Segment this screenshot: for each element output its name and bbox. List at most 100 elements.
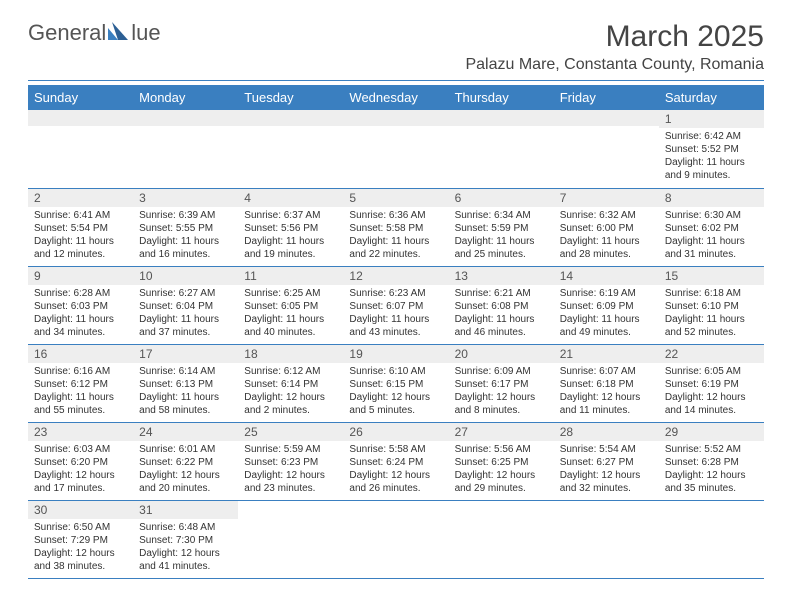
calendar-week-row: 23Sunrise: 6:03 AMSunset: 6:20 PMDayligh… bbox=[28, 422, 764, 500]
day-d1: Daylight: 12 hours bbox=[139, 547, 232, 560]
calendar-day-cell: 22Sunrise: 6:05 AMSunset: 6:19 PMDayligh… bbox=[659, 344, 764, 422]
day-sr: Sunrise: 6:07 AM bbox=[560, 365, 653, 378]
calendar-day-cell: 30Sunrise: 6:50 AMSunset: 7:29 PMDayligh… bbox=[28, 500, 133, 578]
calendar-day-cell: 8Sunrise: 6:30 AMSunset: 6:02 PMDaylight… bbox=[659, 188, 764, 266]
day-d2: and 38 minutes. bbox=[34, 560, 127, 573]
day-number: 1 bbox=[659, 110, 764, 128]
logo-text-right: lue bbox=[131, 20, 160, 46]
day-d1: Daylight: 12 hours bbox=[244, 469, 337, 482]
weekday-header: Tuesday bbox=[238, 85, 343, 110]
day-d2: and 40 minutes. bbox=[244, 326, 337, 339]
day-number-empty bbox=[28, 110, 133, 126]
day-body: Sunrise: 6:12 AMSunset: 6:14 PMDaylight:… bbox=[238, 363, 343, 421]
calendar-day-cell: 16Sunrise: 6:16 AMSunset: 6:12 PMDayligh… bbox=[28, 344, 133, 422]
day-ss: Sunset: 6:03 PM bbox=[34, 300, 127, 313]
day-ss: Sunset: 6:08 PM bbox=[455, 300, 548, 313]
day-d2: and 12 minutes. bbox=[34, 248, 127, 261]
day-sr: Sunrise: 5:52 AM bbox=[665, 443, 758, 456]
calendar-day-cell: 31Sunrise: 6:48 AMSunset: 7:30 PMDayligh… bbox=[133, 500, 238, 578]
day-ss: Sunset: 6:02 PM bbox=[665, 222, 758, 235]
calendar-day-cell bbox=[133, 110, 238, 188]
calendar-day-cell: 21Sunrise: 6:07 AMSunset: 6:18 PMDayligh… bbox=[554, 344, 659, 422]
header-divider bbox=[28, 80, 764, 81]
day-ss: Sunset: 6:13 PM bbox=[139, 378, 232, 391]
day-d2: and 55 minutes. bbox=[34, 404, 127, 417]
calendar-day-cell: 7Sunrise: 6:32 AMSunset: 6:00 PMDaylight… bbox=[554, 188, 659, 266]
day-ss: Sunset: 6:22 PM bbox=[139, 456, 232, 469]
day-d1: Daylight: 12 hours bbox=[455, 391, 548, 404]
day-number: 27 bbox=[449, 423, 554, 441]
day-d2: and 20 minutes. bbox=[139, 482, 232, 495]
calendar-day-cell: 5Sunrise: 6:36 AMSunset: 5:58 PMDaylight… bbox=[343, 188, 448, 266]
day-body: Sunrise: 6:48 AMSunset: 7:30 PMDaylight:… bbox=[133, 519, 238, 577]
day-body: Sunrise: 6:50 AMSunset: 7:29 PMDaylight:… bbox=[28, 519, 133, 577]
day-sr: Sunrise: 6:14 AM bbox=[139, 365, 232, 378]
day-d1: Daylight: 11 hours bbox=[34, 313, 127, 326]
calendar-table: Sunday Monday Tuesday Wednesday Thursday… bbox=[28, 85, 764, 579]
day-d1: Daylight: 11 hours bbox=[244, 235, 337, 248]
day-sr: Sunrise: 6:34 AM bbox=[455, 209, 548, 222]
day-ss: Sunset: 6:27 PM bbox=[560, 456, 653, 469]
day-number: 8 bbox=[659, 189, 764, 207]
day-d1: Daylight: 12 hours bbox=[349, 391, 442, 404]
day-ss: Sunset: 6:04 PM bbox=[139, 300, 232, 313]
day-body: Sunrise: 5:54 AMSunset: 6:27 PMDaylight:… bbox=[554, 441, 659, 499]
day-ss: Sunset: 5:56 PM bbox=[244, 222, 337, 235]
day-number: 18 bbox=[238, 345, 343, 363]
day-body: Sunrise: 6:32 AMSunset: 6:00 PMDaylight:… bbox=[554, 207, 659, 265]
calendar-day-cell: 6Sunrise: 6:34 AMSunset: 5:59 PMDaylight… bbox=[449, 188, 554, 266]
calendar-day-cell: 25Sunrise: 5:59 AMSunset: 6:23 PMDayligh… bbox=[238, 422, 343, 500]
day-ss: Sunset: 6:09 PM bbox=[560, 300, 653, 313]
day-body-empty bbox=[554, 126, 659, 176]
header: General lue March 2025 Palazu Mare, Cons… bbox=[28, 20, 764, 74]
day-number-empty bbox=[238, 110, 343, 126]
day-number: 25 bbox=[238, 423, 343, 441]
day-sr: Sunrise: 6:23 AM bbox=[349, 287, 442, 300]
day-number: 29 bbox=[659, 423, 764, 441]
day-ss: Sunset: 6:12 PM bbox=[34, 378, 127, 391]
day-sr: Sunrise: 6:39 AM bbox=[139, 209, 232, 222]
day-number: 17 bbox=[133, 345, 238, 363]
day-number: 21 bbox=[554, 345, 659, 363]
calendar-day-cell: 3Sunrise: 6:39 AMSunset: 5:55 PMDaylight… bbox=[133, 188, 238, 266]
day-body: Sunrise: 6:18 AMSunset: 6:10 PMDaylight:… bbox=[659, 285, 764, 343]
day-body-empty bbox=[449, 126, 554, 176]
day-d2: and 28 minutes. bbox=[560, 248, 653, 261]
day-body: Sunrise: 5:58 AMSunset: 6:24 PMDaylight:… bbox=[343, 441, 448, 499]
day-d1: Daylight: 11 hours bbox=[34, 235, 127, 248]
day-d2: and 31 minutes. bbox=[665, 248, 758, 261]
weekday-header: Monday bbox=[133, 85, 238, 110]
calendar-week-row: 9Sunrise: 6:28 AMSunset: 6:03 PMDaylight… bbox=[28, 266, 764, 344]
title-block: March 2025 Palazu Mare, Constanta County… bbox=[465, 20, 764, 74]
calendar-day-cell bbox=[554, 110, 659, 188]
day-d1: Daylight: 12 hours bbox=[665, 391, 758, 404]
day-body-empty bbox=[133, 126, 238, 176]
day-d2: and 16 minutes. bbox=[139, 248, 232, 261]
day-d1: Daylight: 11 hours bbox=[665, 235, 758, 248]
day-sr: Sunrise: 6:12 AM bbox=[244, 365, 337, 378]
calendar-day-cell: 23Sunrise: 6:03 AMSunset: 6:20 PMDayligh… bbox=[28, 422, 133, 500]
day-number: 3 bbox=[133, 189, 238, 207]
day-number: 23 bbox=[28, 423, 133, 441]
day-d1: Daylight: 11 hours bbox=[244, 313, 337, 326]
calendar-day-cell: 24Sunrise: 6:01 AMSunset: 6:22 PMDayligh… bbox=[133, 422, 238, 500]
day-ss: Sunset: 6:10 PM bbox=[665, 300, 758, 313]
day-sr: Sunrise: 6:36 AM bbox=[349, 209, 442, 222]
day-body: Sunrise: 6:10 AMSunset: 6:15 PMDaylight:… bbox=[343, 363, 448, 421]
day-d1: Daylight: 11 hours bbox=[349, 235, 442, 248]
day-sr: Sunrise: 6:41 AM bbox=[34, 209, 127, 222]
day-body: Sunrise: 6:19 AMSunset: 6:09 PMDaylight:… bbox=[554, 285, 659, 343]
weekday-header: Thursday bbox=[449, 85, 554, 110]
day-d1: Daylight: 12 hours bbox=[560, 391, 653, 404]
day-body: Sunrise: 6:03 AMSunset: 6:20 PMDaylight:… bbox=[28, 441, 133, 499]
day-sr: Sunrise: 6:48 AM bbox=[139, 521, 232, 534]
day-number: 10 bbox=[133, 267, 238, 285]
day-d1: Daylight: 11 hours bbox=[455, 235, 548, 248]
day-number: 9 bbox=[28, 267, 133, 285]
day-body: Sunrise: 6:07 AMSunset: 6:18 PMDaylight:… bbox=[554, 363, 659, 421]
day-number: 16 bbox=[28, 345, 133, 363]
day-body: Sunrise: 6:21 AMSunset: 6:08 PMDaylight:… bbox=[449, 285, 554, 343]
day-d2: and 19 minutes. bbox=[244, 248, 337, 261]
day-number: 31 bbox=[133, 501, 238, 519]
logo-mark-icon bbox=[108, 20, 130, 46]
